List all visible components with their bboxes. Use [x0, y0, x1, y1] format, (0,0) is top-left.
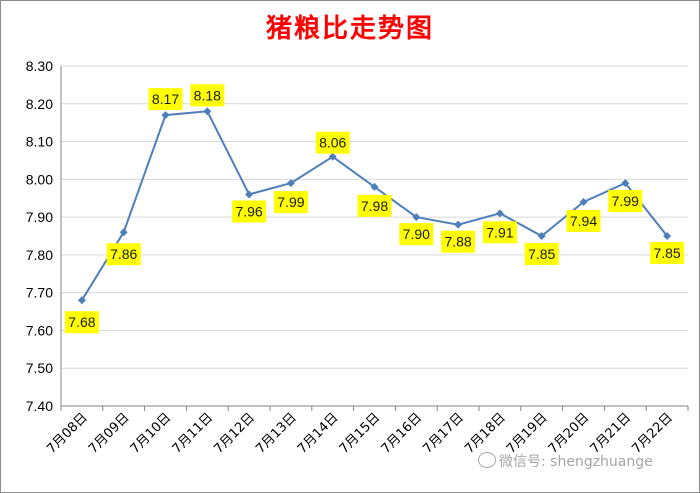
y-tick-label: 8.30: [26, 58, 53, 74]
data-point: [412, 213, 421, 222]
chart-title: 猪粮比走势图: [265, 14, 434, 44]
data-label-bg: [64, 311, 99, 334]
data-point: [286, 179, 295, 188]
data-point: [495, 209, 504, 218]
y-tick-label: 7.90: [26, 209, 53, 225]
x-tick-label: 7月18日: [462, 410, 509, 457]
data-label: 8.17: [152, 91, 179, 107]
data-label: 7.85: [528, 246, 555, 262]
data-point: [663, 232, 672, 240]
y-tick-label: 8.10: [26, 134, 53, 150]
y-tick-label: 7.40: [26, 398, 53, 414]
x-tick-label: 7月19日: [504, 410, 551, 457]
y-tick-label: 7.50: [26, 360, 53, 376]
y-tick-label: 7.60: [26, 322, 53, 338]
data-label-bg: [232, 200, 267, 223]
data-label: 7.91: [486, 224, 513, 240]
x-tick-label: 7月12日: [211, 410, 258, 457]
data-label-bg: [190, 84, 225, 107]
data-label: 7.99: [277, 194, 304, 210]
data-label-bg: [399, 223, 434, 246]
data-label: 8.18: [194, 87, 221, 103]
data-point: [454, 220, 463, 229]
x-tick-label: 7月20日: [546, 410, 593, 457]
x-tick-label: 7月14日: [295, 410, 342, 457]
data-label-bg: [524, 243, 559, 265]
x-tick-label: 7月11日: [170, 410, 217, 457]
data-label-bg: [482, 221, 517, 244]
watermark: 微信号: shengzhuange: [478, 451, 653, 471]
x-tick-label: 7月21日: [588, 410, 635, 457]
data-label-bg: [106, 243, 141, 266]
data-label: 7.96: [235, 203, 262, 219]
x-tick-label: 7月09日: [86, 410, 133, 457]
data-point: [77, 296, 86, 305]
data-label-bg: [148, 88, 183, 111]
x-tick-label: 7月15日: [337, 410, 384, 457]
data-point: [203, 107, 212, 116]
y-tick-label: 8.00: [26, 171, 53, 187]
data-point: [245, 190, 254, 199]
x-tick-label: 7月08日: [44, 410, 91, 457]
data-label: 7.99: [612, 193, 639, 209]
data-label: 7.68: [68, 314, 95, 330]
data-label: 7.88: [444, 234, 471, 250]
data-point: [328, 152, 337, 161]
data-label-bg: [357, 194, 392, 217]
data-label-bg: [441, 230, 476, 253]
x-tick-label: 7月16日: [379, 410, 426, 457]
data-point: [161, 111, 170, 120]
data-label: 7.85: [653, 245, 680, 261]
x-tick-label: 7月10日: [128, 410, 175, 457]
data-label: 7.90: [403, 226, 430, 242]
wechat-icon: [478, 452, 496, 468]
y-tick-label: 7.80: [26, 247, 53, 263]
y-tick-label: 8.20: [26, 96, 53, 112]
data-label-bg: [273, 191, 308, 214]
x-tick-label: 7月13日: [253, 410, 300, 457]
x-tick-label: 7月17日: [420, 410, 467, 457]
data-label: 7.94: [570, 213, 597, 229]
data-label-bg: [566, 210, 601, 232]
data-point: [621, 179, 630, 188]
data-label: 7.98: [361, 198, 388, 214]
data-label: 8.06: [319, 135, 346, 151]
data-label: 7.86: [110, 246, 137, 262]
watermark-text: 微信号: shengzhuange: [499, 454, 653, 470]
data-point: [537, 232, 546, 240]
data-label-bg: [650, 242, 685, 264]
data-point: [119, 228, 128, 237]
data-label-bg: [608, 190, 643, 213]
y-tick-label: 7.70: [26, 285, 53, 301]
data-label-bg: [315, 131, 350, 154]
x-tick-label: 7月22日: [629, 410, 676, 457]
data-point: [370, 182, 379, 191]
data-point: [579, 198, 588, 206]
